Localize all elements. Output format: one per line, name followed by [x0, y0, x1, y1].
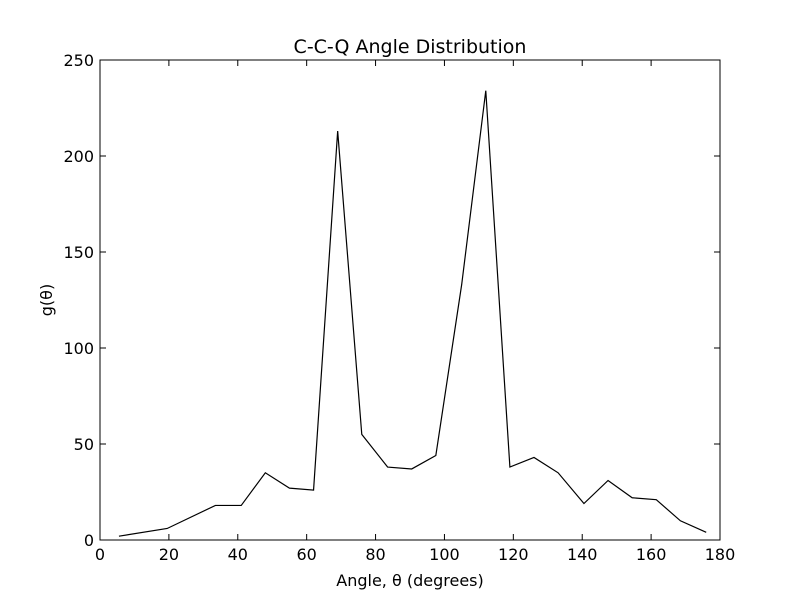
y-tick-label: 150 [63, 243, 94, 262]
x-tick-label: 40 [228, 545, 248, 564]
x-tick-label: 20 [159, 545, 179, 564]
x-tick-label: 140 [567, 545, 598, 564]
x-axis-label: Angle, θ (degrees) [336, 571, 483, 590]
plot-frame [99, 59, 721, 541]
chart-title: C-C-Q Angle Distribution [294, 36, 527, 58]
x-tick-label: 0 [95, 545, 105, 564]
y-axis: 0 50 100 150 200 250 [63, 51, 720, 550]
series-layer [118, 90, 707, 537]
x-tick-label: 100 [429, 545, 460, 564]
series-line-0 [118, 90, 707, 537]
y-tick-label: 200 [63, 147, 94, 166]
x-tick-label: 180 [705, 545, 736, 564]
y-tick-label: 0 [84, 531, 94, 550]
y-tick-label: 100 [63, 339, 94, 358]
y-tick-label: 250 [63, 51, 94, 70]
y-axis-label: g(θ) [37, 284, 56, 316]
x-tick-label: 120 [498, 545, 529, 564]
x-axis: 0 20 40 60 80 100 120 140 160 180 [95, 60, 735, 564]
x-tick-label: 60 [296, 545, 316, 564]
x-tick-label: 160 [636, 545, 667, 564]
y-tick-label: 50 [74, 435, 94, 454]
x-tick-label: 80 [365, 545, 385, 564]
